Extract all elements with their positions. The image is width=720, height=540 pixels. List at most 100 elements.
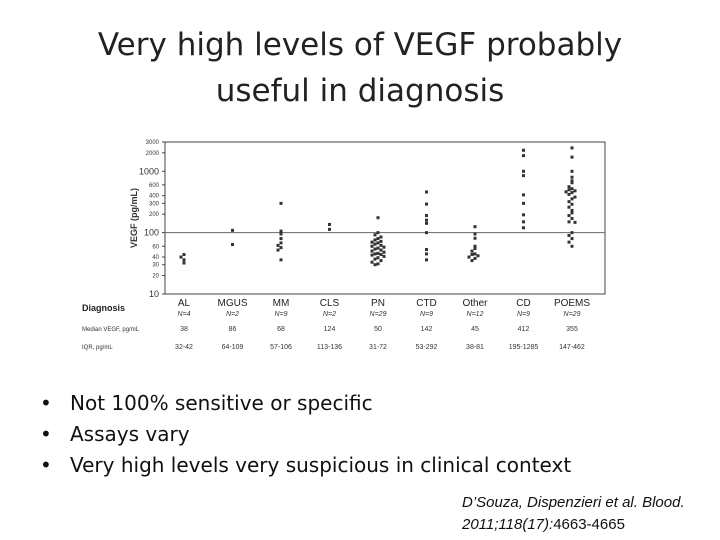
data-point [522,169,525,173]
data-point [570,187,574,191]
data-point [473,236,477,240]
bullet-item: • Very high levels very suspicious in cli… [40,450,571,481]
y-tick-label: 30 [152,263,159,269]
data-point [379,239,383,243]
data-point [279,232,283,236]
data-point [425,258,428,262]
data-point [373,233,377,237]
data-point [425,248,428,252]
data-point [373,252,377,256]
group-n: N=2 [323,311,336,318]
data-point [573,195,577,199]
group-iqr: 147-462 [559,344,585,351]
data-point [425,190,428,194]
y-tick-label: 200 [149,212,160,218]
data-point [570,244,574,248]
data-point [570,197,574,201]
data-point [376,256,380,260]
data-point [376,262,380,266]
y-tick-label: 400 [149,194,160,200]
title-line-1: Very high levels of VEGF probably [97,27,623,63]
data-point [522,154,525,158]
y-tick-label: 20 [152,274,159,280]
data-point [570,146,574,150]
group-median: 45 [471,326,479,333]
data-point [379,248,383,252]
data-point [373,242,377,246]
data-point [279,246,283,250]
y-tick-label: 2000 [146,151,160,157]
data-point [376,237,380,241]
data-point [373,263,377,267]
data-point [382,250,386,254]
citation-pages: 4663-4665 [553,516,625,533]
group-median: 124 [324,326,336,333]
data-point [570,237,574,241]
y-tick-label: 1000 [139,166,159,176]
data-point [470,249,474,253]
data-point [570,202,574,206]
data-point [522,174,525,178]
data-point [473,256,477,260]
y-tick-label: 40 [152,255,159,261]
bullet-item: • Not 100% sensitive or specific [40,388,571,419]
y-tick-label: 600 [149,183,160,189]
bullet-list: • Not 100% sensitive or specific • Assays … [40,388,571,481]
group-label: CD [516,298,530,309]
row-label-diagnosis: Diagnosis [82,303,125,313]
group-label: MM [273,298,290,309]
data-point [470,259,474,263]
data-point [182,258,186,262]
data-point [373,247,377,251]
data-point [570,231,574,235]
data-point [376,231,380,235]
bullet-text: Assays vary [70,422,190,446]
data-point [279,229,283,233]
bullet-item: • Assays vary [40,419,571,450]
data-point [473,247,477,251]
citation: D’Souza, Dispenzieri et al. Blood. 2011;… [462,492,685,536]
data-point [376,251,380,255]
data-point [567,205,571,209]
group-iqr: 38-81 [466,344,484,351]
data-point [570,211,574,215]
bullet-text: Not 100% sensitive or specific [70,391,373,415]
plot-frame [164,141,606,295]
data-point [182,261,186,265]
data-point [567,240,571,244]
group-iqr: 53-292 [416,344,438,351]
data-point [182,253,186,257]
data-point [379,259,383,263]
data-point [570,179,574,183]
group-n: N=12 [467,311,484,318]
data-point [570,155,574,159]
data-point [370,240,374,244]
data-point [567,192,571,196]
group-median: 142 [421,326,433,333]
group-label: MGUS [218,298,248,309]
data-point [382,254,386,258]
data-point [382,245,386,249]
data-point [470,253,474,257]
group-n: N=2 [226,311,239,318]
data-point [522,201,525,205]
data-point [370,244,374,248]
y-tick-label: 100 [144,228,159,238]
data-point [567,220,571,224]
data-point [370,249,374,253]
row-label-median: Median VEGF, pg/mL [82,327,140,333]
bullet-dot: • [40,391,52,415]
group-n: N=9 [517,311,530,318]
data-point [231,228,234,232]
group-iqr: 64-109 [222,344,244,351]
data-point [567,214,571,218]
data-point [425,231,428,235]
group-median: 86 [229,326,237,333]
data-point [276,248,280,252]
data-point [570,216,574,220]
group-label: CTD [416,298,437,309]
data-point [567,188,571,192]
group-label: CLS [320,298,340,309]
data-point [522,148,525,152]
slide-title: Very high levels of VEGF probably useful… [0,22,720,114]
